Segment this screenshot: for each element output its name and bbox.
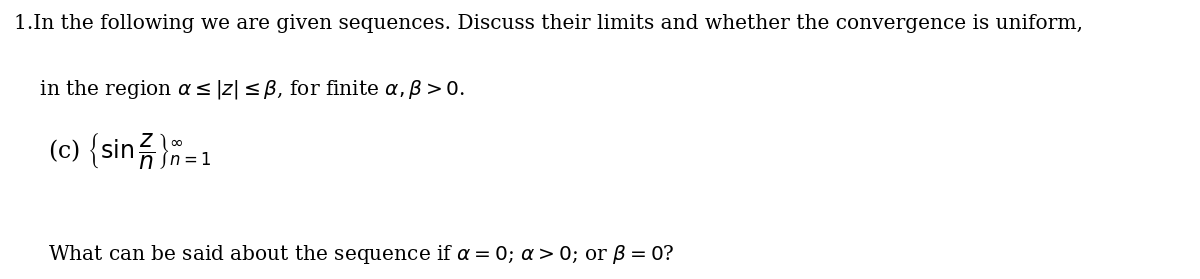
Text: (c) $\left\{\sin\dfrac{z}{n}\right\}_{n=1}^{\infty}$: (c) $\left\{\sin\dfrac{z}{n}\right\}_{n=… [48, 131, 211, 171]
Text: in the region $\alpha \leq |z| \leq \beta$, for finite $\alpha, \beta > 0$.: in the region $\alpha \leq |z| \leq \bet… [14, 78, 466, 101]
Text: 1.In the following we are given sequences. Discuss their limits and whether the : 1.In the following we are given sequence… [14, 14, 1084, 33]
Text: What can be said about the sequence if $\alpha = 0$; $\alpha > 0$; or $\beta = 0: What can be said about the sequence if $… [48, 243, 674, 266]
